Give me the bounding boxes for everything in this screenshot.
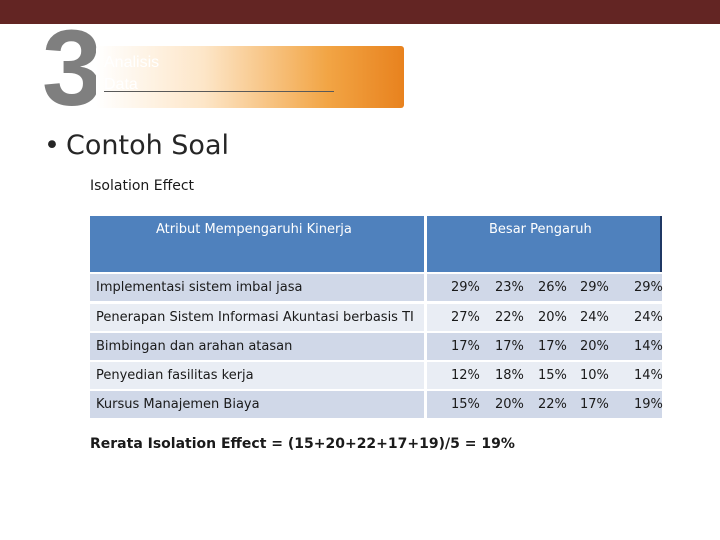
row-label: Implementasi sistem imbal jasa (90, 274, 424, 301)
row-label: Bimbingan dan arahan atasan (90, 333, 424, 360)
isolation-effect-table: Atribut Mempengaruhi Kinerja Besar Penga… (90, 216, 663, 418)
value-cell: 20% (495, 397, 524, 412)
value-cell: 29% (451, 280, 480, 295)
table-row: Implementasi sistem imbal jasa 29% 23% 2… (90, 274, 663, 301)
banner-title-line2: Data (104, 76, 138, 93)
row-values: 17% 17% 17% 20% 14% (427, 333, 663, 360)
table-header: Atribut Mempengaruhi Kinerja Besar Penga… (90, 216, 662, 272)
value-cell: 14% (634, 368, 663, 383)
value-cell: 27% (451, 310, 480, 325)
top-bar (0, 0, 720, 24)
slide-subtitle: Isolation Effect (90, 178, 195, 194)
header-influence-label: Besar Pengaruh (489, 222, 592, 237)
value-cell: 19% (634, 397, 663, 412)
table-row: Bimbingan dan arahan atasan 17% 17% 17% … (90, 333, 663, 360)
row-label: Kursus Manajemen Biaya (90, 391, 424, 418)
row-values: 29% 23% 26% 29% 29% (427, 274, 663, 301)
value-cell: 24% (634, 310, 663, 325)
value-cell: 15% (538, 368, 567, 383)
header-cell-attribute: Atribut Mempengaruhi Kinerja (90, 216, 424, 272)
banner-underline (104, 91, 334, 92)
table-row: Penerapan Sistem Informasi Akuntasi berb… (90, 304, 663, 331)
summary-formula: Rerata Isolation Effect = (15+20+22+17+1… (90, 436, 515, 452)
value-cell: 17% (580, 397, 609, 412)
value-cell: 29% (634, 280, 663, 295)
banner-title-line1: Analisis (104, 54, 160, 71)
value-cell: 23% (495, 280, 524, 295)
value-cell: 17% (495, 339, 524, 354)
value-cell: 12% (451, 368, 480, 383)
value-cell: 17% (451, 339, 480, 354)
row-values: 15% 20% 22% 17% 19% (427, 391, 663, 418)
row-label: Penerapan Sistem Informasi Akuntasi berb… (90, 304, 424, 331)
row-values: 27% 22% 20% 24% 24% (427, 304, 663, 331)
header-edge (660, 216, 662, 272)
value-cell: 26% (538, 280, 567, 295)
value-cell: 20% (580, 339, 609, 354)
header-attribute-label: Atribut Mempengaruhi Kinerja (156, 222, 352, 237)
value-cell: 22% (538, 397, 567, 412)
value-cell: 20% (538, 310, 567, 325)
value-cell: 22% (495, 310, 524, 325)
bullet-icon: • (44, 130, 60, 161)
row-values: 12% 18% 15% 10% 14% (427, 362, 663, 389)
bullet-item: • Contoh Soal (44, 130, 229, 161)
value-cell: 29% (580, 280, 609, 295)
value-cell: 18% (495, 368, 524, 383)
value-cell: 17% (538, 339, 567, 354)
header-cell-influence: Besar Pengaruh (427, 216, 660, 272)
row-label: Penyedian fasilitas kerja (90, 362, 424, 389)
value-cell: 15% (451, 397, 480, 412)
bullet-text: Contoh Soal (66, 130, 229, 161)
section-banner (96, 46, 404, 108)
value-cell: 14% (634, 339, 663, 354)
value-cell: 10% (580, 368, 609, 383)
table-row: Kursus Manajemen Biaya 15% 20% 22% 17% 1… (90, 391, 663, 418)
value-cell: 24% (580, 310, 609, 325)
table-row: Penyedian fasilitas kerja 12% 18% 15% 10… (90, 362, 663, 389)
section-number: 3 (42, 7, 102, 128)
